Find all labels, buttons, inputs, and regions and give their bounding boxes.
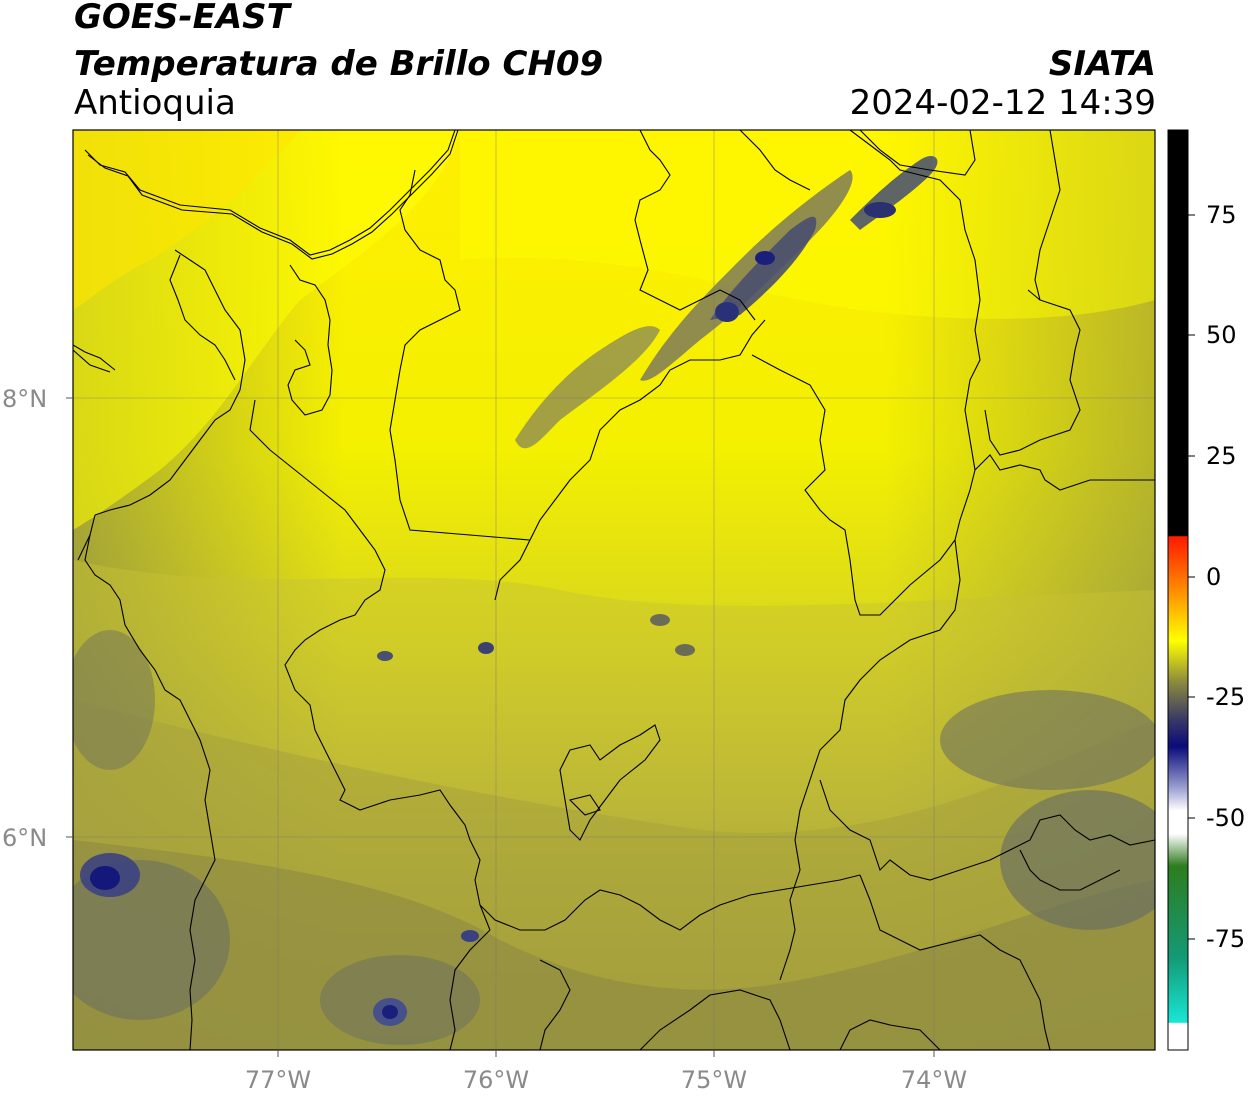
colorbar-label-50: 50 [1206, 321, 1237, 349]
lon-label-74w: 74°W [900, 1066, 968, 1094]
organization-label: SIATA [1048, 44, 1156, 84]
axis-ticks [66, 397, 935, 1057]
map-frame [72, 129, 1156, 1051]
lon-label-77w: 77°W [244, 1066, 312, 1094]
colorbar-label-0: 0 [1206, 563, 1222, 591]
region-subtitle: Antioquia [74, 83, 236, 123]
graticule [73, 130, 1155, 1050]
administrative-boundaries [73, 130, 1155, 1050]
satellite-title: GOES-EAST [74, 0, 290, 37]
colorbar-label-neg50: -50 [1206, 804, 1246, 832]
lat-label-6n: 6°N [2, 824, 48, 852]
lon-label-76w: 76°W [462, 1066, 530, 1094]
brightness-temperature-field [73, 130, 1155, 1050]
colorbar-ticks [1188, 214, 1195, 940]
colorbar-label-neg75: -75 [1206, 925, 1246, 953]
timestamp-label: 2024-02-12 14:39 [849, 83, 1156, 123]
colorbar-label-25: 25 [1206, 442, 1237, 470]
lat-label-8n: 8°N [2, 385, 48, 413]
product-title: Temperatura de Brillo CH09 [74, 44, 604, 84]
colorbar-label-neg25: -25 [1206, 683, 1246, 711]
lon-label-75w: 75°W [680, 1066, 748, 1094]
colorbar [1167, 129, 1189, 1051]
colorbar-label-75: 75 [1206, 201, 1237, 229]
